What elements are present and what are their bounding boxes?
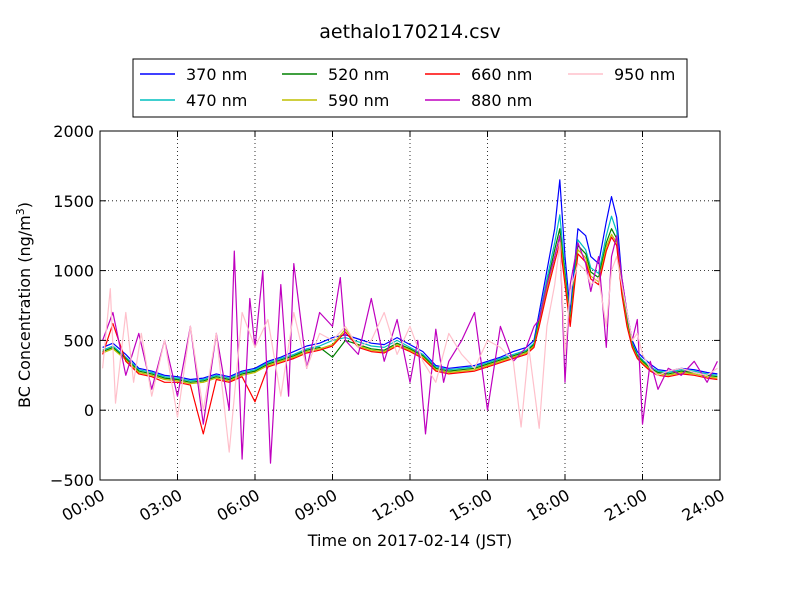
series-line-660-nm <box>102 236 718 435</box>
y-axis-label-superscript: 3 <box>14 208 27 215</box>
series-line-590-nm <box>102 233 718 385</box>
legend-frame <box>132 58 688 118</box>
y-axis-label-close: ) <box>15 202 34 208</box>
y-axis-label: BC Concentration (ng/m3) <box>14 202 34 408</box>
y-tick-label: 500 <box>63 331 94 350</box>
chart-title: aethalo170214.csv <box>319 21 501 43</box>
series-layer <box>102 179 718 464</box>
y-tick-label: −500 <box>50 471 94 490</box>
legend: 370 nm 470 nm 520 nm 590 nm 660 nm 880 nm 950 … <box>132 58 688 118</box>
y-axis-label-main: BC Concentration (ng/m <box>15 215 34 408</box>
series-line-950-nm <box>102 242 718 453</box>
y-tick-label: 1000 <box>53 262 94 281</box>
legend-label: 950 nm <box>614 65 675 84</box>
series-line-880-nm <box>102 235 718 464</box>
grid-lines <box>100 131 720 480</box>
y-tick-label: 1500 <box>53 192 94 211</box>
legend-label: 660 nm <box>471 65 532 84</box>
x-axis-label: Time on 2017-02-14 (JST) <box>307 531 512 550</box>
legend-label: 880 nm <box>471 91 532 110</box>
legend-label: 370 nm <box>186 65 247 84</box>
y-tick-label: 0 <box>84 401 94 420</box>
y-tick-label: 2000 <box>53 122 94 141</box>
legend-label: 590 nm <box>328 91 389 110</box>
legend-label: 470 nm <box>186 91 247 110</box>
legend-label: 520 nm <box>328 65 389 84</box>
